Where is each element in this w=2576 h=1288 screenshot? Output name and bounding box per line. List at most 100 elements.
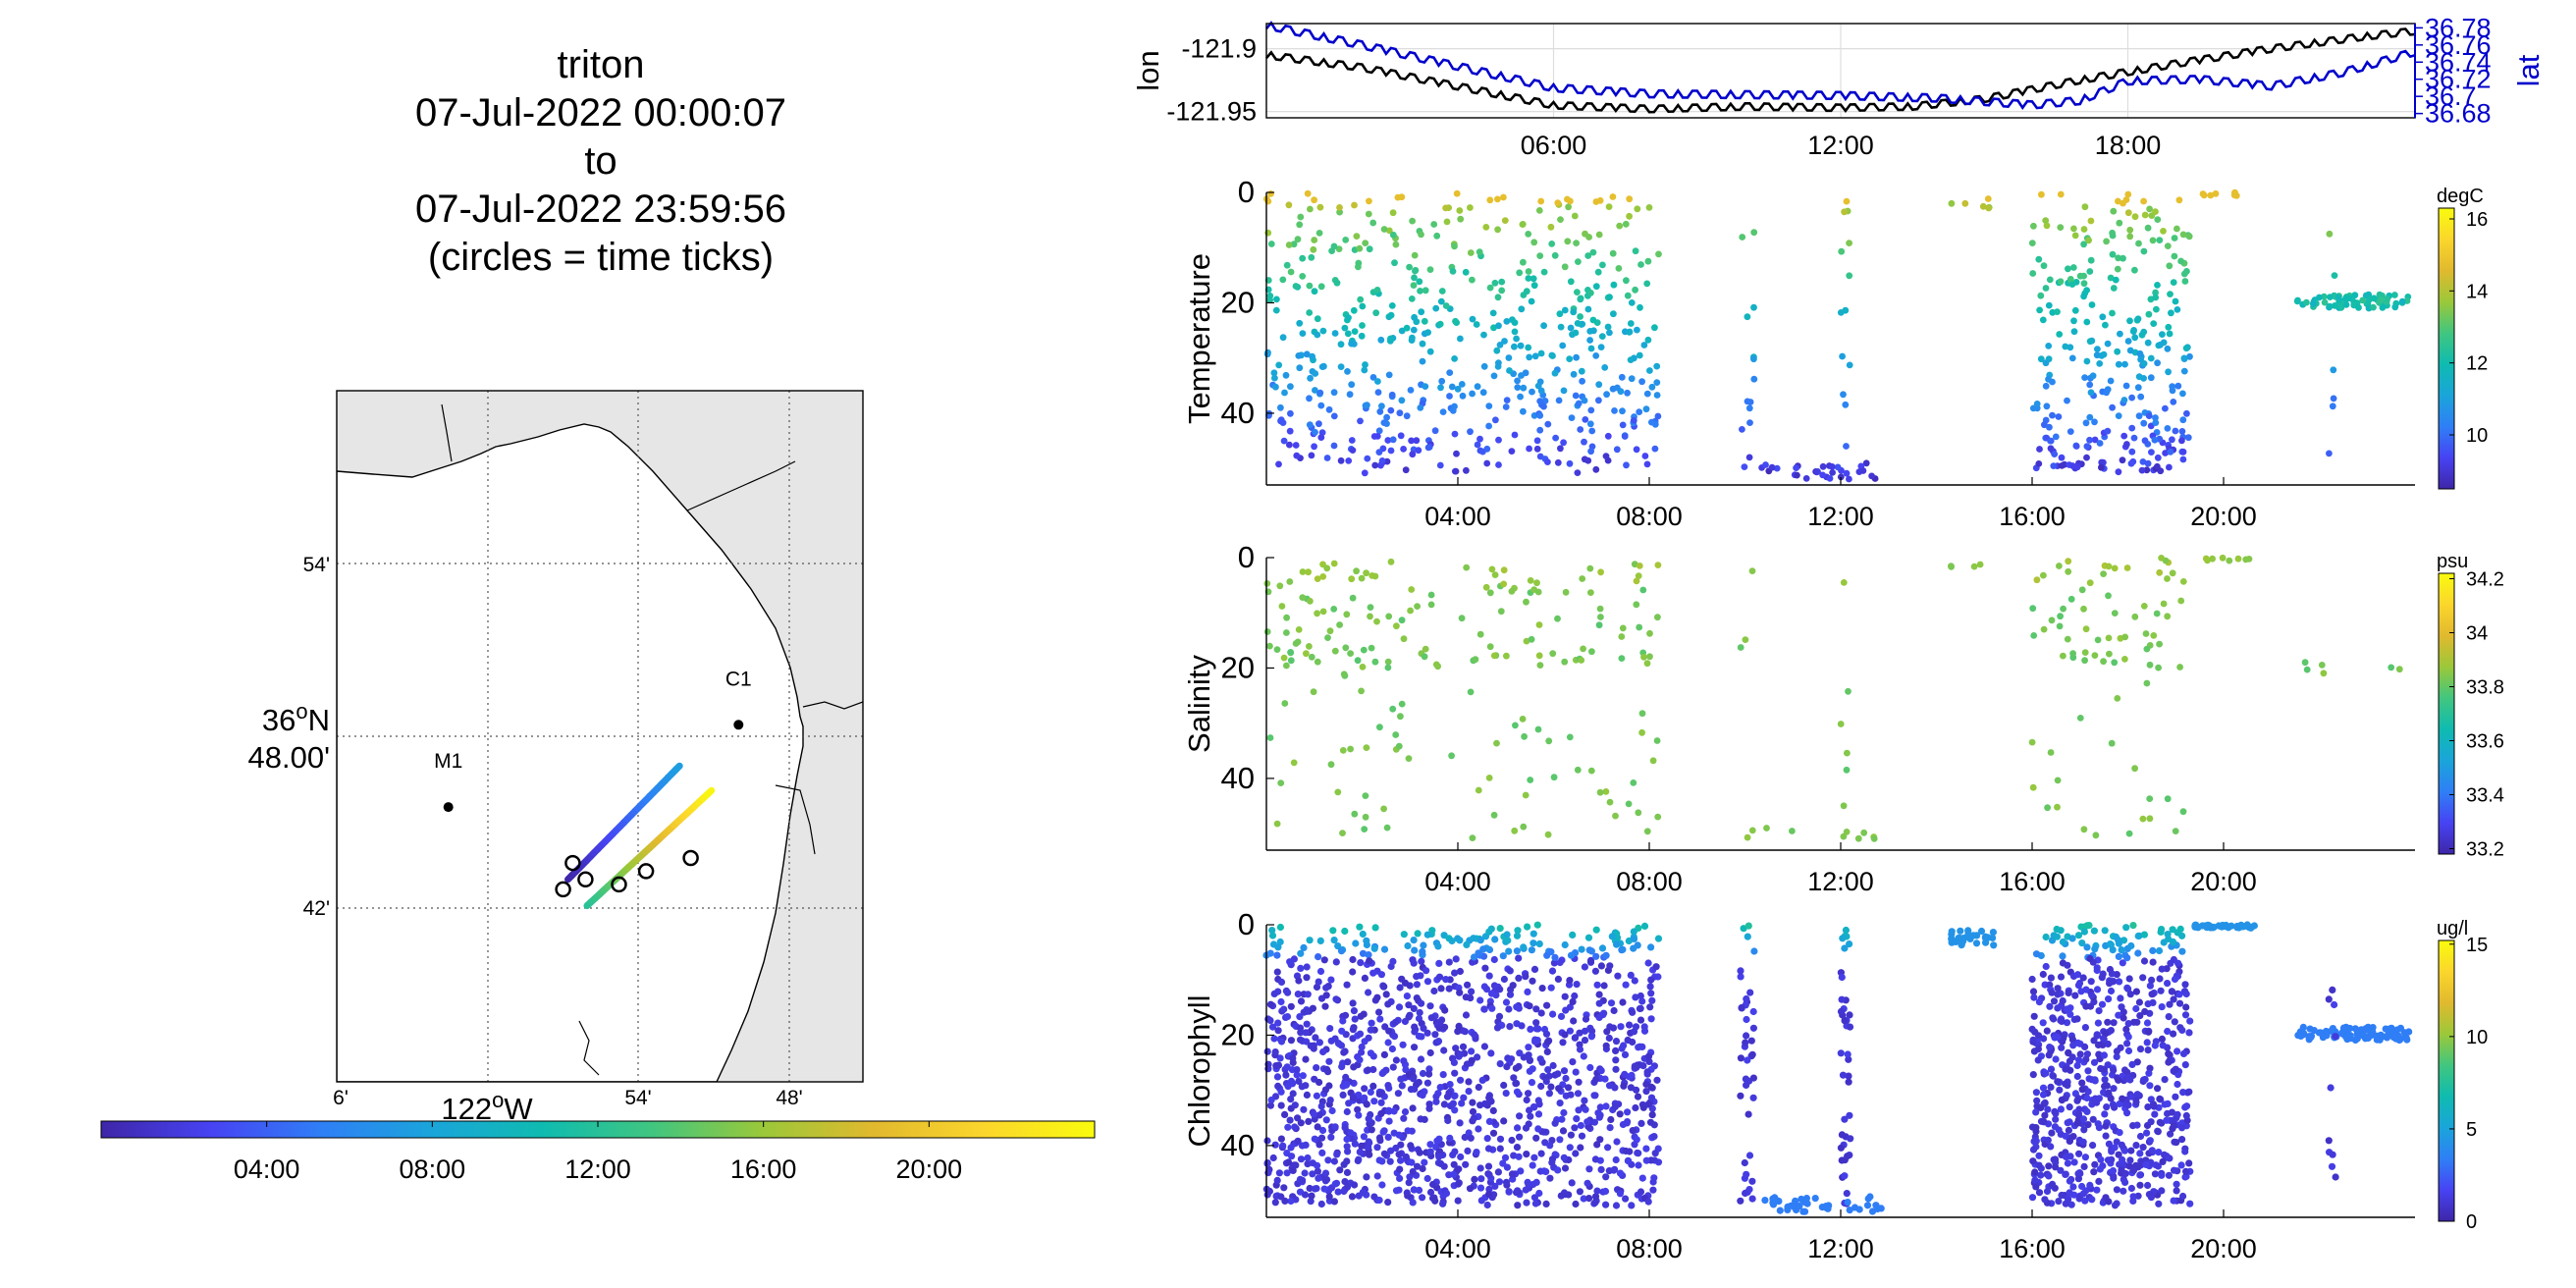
chlorophyll-point (1548, 967, 1557, 975)
temperature-point (1604, 323, 1612, 331)
chlorophyll-point (1410, 1186, 1418, 1194)
chlorophyll-point (2045, 1051, 2053, 1059)
chlorophyll-point (2401, 1034, 2410, 1042)
chlorophyll-point (1647, 1094, 1656, 1101)
temperature-point (2331, 302, 2338, 309)
salinity-point (1353, 567, 1360, 575)
temperature-point (1526, 353, 1533, 361)
chlorophyll-point (1312, 1034, 1319, 1042)
temperature-point (2316, 294, 2323, 301)
temperature-point (2167, 291, 2174, 297)
chlorophyll-point (2182, 990, 2190, 998)
temperature-point (1474, 383, 1481, 391)
temperature-point (1643, 280, 1651, 288)
chlorophyll-point (1526, 1056, 1533, 1064)
chlorophyll-point (1547, 1083, 1555, 1091)
salinity-point (1371, 572, 1379, 580)
chlorophyll-colorbar-tick-label: 5 (2466, 1119, 2477, 1141)
chlorophyll-point (2075, 1169, 2083, 1177)
temperature-point (1513, 335, 1520, 343)
chlorophyll-point (1269, 1154, 1277, 1162)
chlorophyll-point (1487, 990, 1496, 997)
chlorophyll-point (2105, 995, 2113, 1003)
temperature-point (2169, 387, 2176, 395)
chlorophyll-point (1634, 941, 1641, 949)
salinity-point (1376, 724, 1383, 731)
chlorophyll-point (1370, 944, 1378, 952)
chlorophyll-point (2043, 1187, 2052, 1196)
chlorophyll-point (2066, 1066, 2074, 1074)
chlorophyll-point (1370, 1193, 1378, 1201)
chlorophyll-point (2095, 1007, 2103, 1015)
temperature-point (2115, 360, 2122, 368)
chlorophyll-point (1531, 1038, 1539, 1046)
salinity-point (2164, 795, 2172, 803)
salinity-point (2060, 605, 2067, 613)
chlorophyll-point (2171, 1018, 2178, 1026)
chlorophyll-point (1291, 1123, 1299, 1131)
temperature-point (2174, 306, 2181, 313)
chlorophyll-point (1801, 1198, 1809, 1206)
salinity-point (1273, 646, 1281, 653)
chlorophyll-point (2101, 1110, 2109, 1118)
chlorophyll-point (1313, 983, 1321, 992)
chlorophyll-point (2181, 1061, 2189, 1069)
temperature-point (1407, 387, 1415, 394)
chlorophyll-point (2140, 931, 2148, 939)
chlorophyll-point (1303, 1091, 1311, 1099)
chlorophyll-point (1351, 1015, 1359, 1023)
chlorophyll-point (1488, 1004, 1496, 1012)
temperature-point (1275, 460, 1282, 468)
map-lat-tick-54: 54' (303, 554, 330, 576)
chlorophyll-point (1263, 1047, 1271, 1055)
chlorophyll-point (1458, 1100, 1466, 1107)
chlorophyll-point (1405, 1001, 1413, 1009)
chlorophyll-point (2045, 1162, 2053, 1170)
temperature-point (1552, 434, 1559, 442)
temperature-point (2096, 440, 2104, 447)
salinity-point (1485, 775, 1493, 781)
chlorophyll-point (2124, 1033, 2132, 1041)
chlorophyll-point (2051, 1123, 2059, 1131)
chlorophyll-point (2144, 1046, 2152, 1054)
chlorophyll-point (1530, 939, 1537, 947)
chlorophyll-point (1559, 1127, 1568, 1135)
chlorophyll-point (1475, 949, 1482, 957)
chlorophyll-point (1284, 1158, 1293, 1166)
chlorophyll-point (2178, 947, 2186, 955)
chlorophyll-point (1274, 1061, 1283, 1069)
temperature-point (1984, 195, 1992, 202)
temperature-point (2086, 413, 2094, 421)
chlorophyll-point (1572, 1200, 1580, 1208)
temperature-point (2036, 446, 2043, 453)
temperature-point (1653, 379, 1661, 386)
temperature-point (2124, 190, 2132, 198)
temperature-point (1286, 441, 1293, 449)
chlorophyll-point (2377, 1031, 2385, 1039)
temperature-point (1570, 370, 1578, 378)
temperature-point (1859, 467, 1867, 474)
chlorophyll-point (2066, 1010, 2074, 1018)
chlorophyll-point (2126, 1156, 2134, 1164)
temperature-point (1378, 457, 1386, 464)
chlorophyll-point (2155, 946, 2164, 955)
salinity-point (2146, 795, 2154, 802)
temperature-point (2080, 241, 2088, 248)
temperature-point (2366, 295, 2373, 303)
chlorophyll-point (1602, 1201, 1610, 1208)
chlorophyll-point (1616, 1169, 1625, 1177)
chlorophyll-point (1410, 1004, 1418, 1012)
chlorophyll-point (2041, 1099, 2049, 1106)
chlorophyll-point (1394, 1090, 1402, 1098)
chlorophyll-point (2116, 1129, 2123, 1137)
chlorophyll-point (1369, 1052, 1377, 1060)
chlorophyll-point (1643, 1070, 1651, 1078)
temperature-point (2051, 451, 2059, 457)
temperature-point (1380, 419, 1388, 426)
chlorophyll-point (1330, 937, 1338, 944)
salinity-point (1630, 779, 1637, 786)
chlorophyll-point (1957, 927, 1964, 935)
chlorophyll-point (2294, 1032, 2302, 1040)
chlorophyll-point (2148, 976, 2156, 985)
